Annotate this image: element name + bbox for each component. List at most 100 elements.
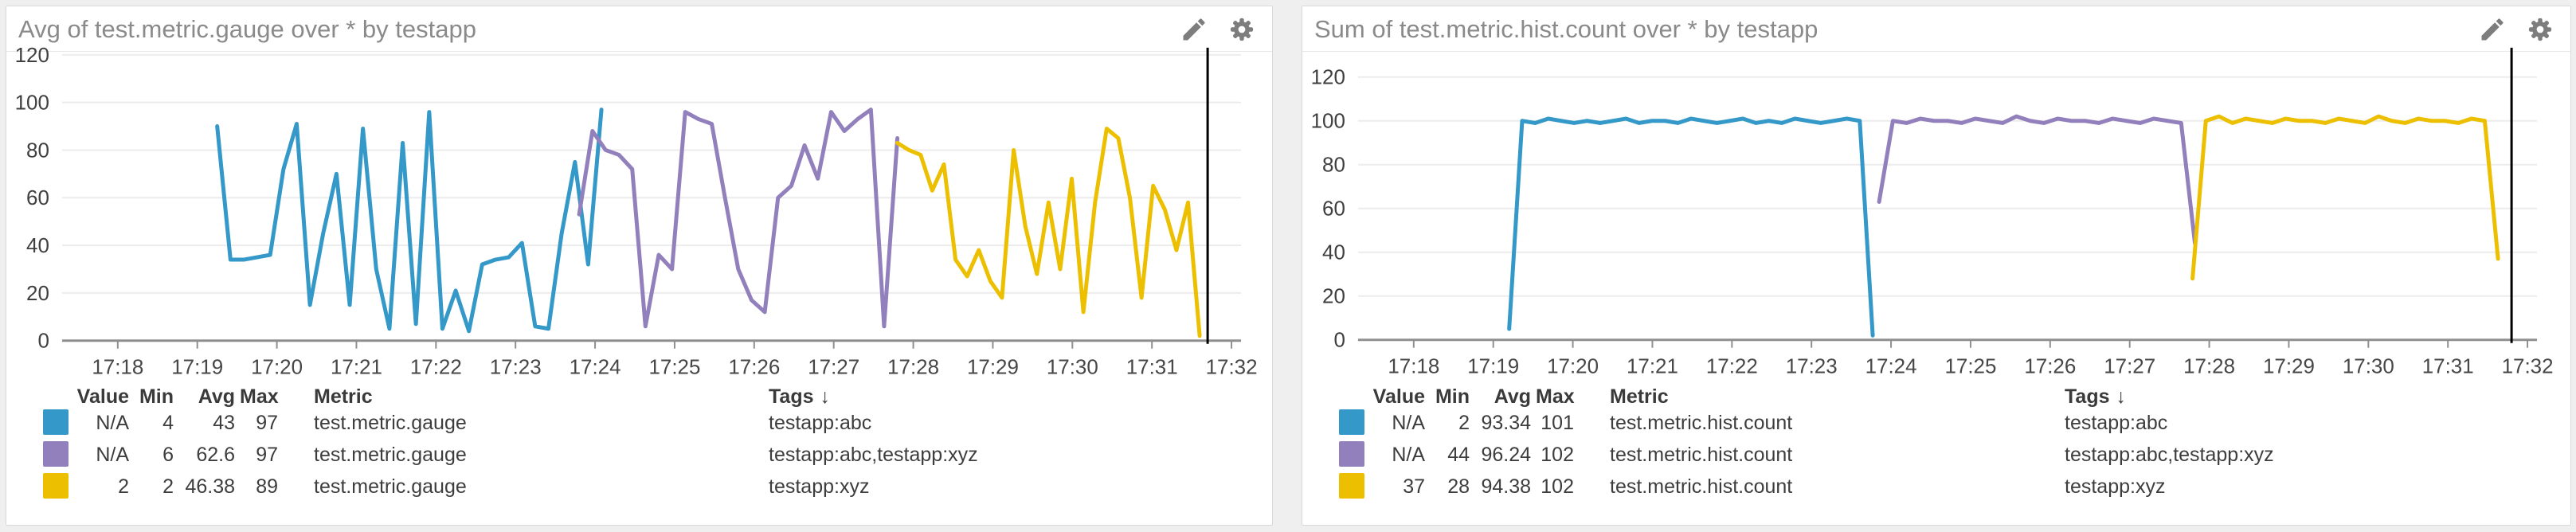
svg-text:17:26: 17:26 xyxy=(728,357,780,379)
svg-text:17:29: 17:29 xyxy=(2263,356,2315,378)
legend-cell-metric: test.metric.gauge xyxy=(314,412,467,434)
legend-header-value: Value xyxy=(76,385,129,408)
legend-cell-max: 89 xyxy=(256,475,278,498)
svg-text:17:30: 17:30 xyxy=(2343,356,2394,378)
svg-text:17:24: 17:24 xyxy=(570,357,621,379)
svg-text:17:20: 17:20 xyxy=(251,357,303,379)
legend-cell-max: 97 xyxy=(256,444,278,466)
svg-text:80: 80 xyxy=(26,139,49,162)
svg-text:20: 20 xyxy=(26,283,49,305)
edit-button[interactable] xyxy=(2478,15,2507,44)
pencil-icon xyxy=(2481,18,2504,41)
svg-text:17:28: 17:28 xyxy=(2183,356,2235,378)
series-color-swatch[interactable] xyxy=(1339,473,1364,499)
svg-text:80: 80 xyxy=(1322,155,1345,177)
svg-text:40: 40 xyxy=(26,235,49,257)
svg-text:17:22: 17:22 xyxy=(410,357,462,379)
legend-cell-min: 4 xyxy=(162,412,174,434)
svg-text:17:27: 17:27 xyxy=(2104,356,2155,378)
svg-text:120: 120 xyxy=(1311,67,1345,89)
svg-text:17:23: 17:23 xyxy=(1786,356,1838,378)
legend-header-tags-label: Tags xyxy=(2065,385,2110,408)
legend-cell-value: N/A xyxy=(96,412,129,434)
svg-text:17:23: 17:23 xyxy=(490,357,542,379)
svg-text:17:21: 17:21 xyxy=(1627,356,1678,378)
svg-text:0: 0 xyxy=(37,331,49,353)
legend-cell-min: 28 xyxy=(1447,475,1470,498)
sort-descending-icon: ↓ xyxy=(2116,385,2127,408)
legend-cell-min: 44 xyxy=(1447,444,1470,466)
svg-text:17:29: 17:29 xyxy=(967,357,1019,379)
widget-title: Sum of test.metric.hist.count over * by … xyxy=(1314,15,1818,43)
chart-widget-sum-hist-count: Sum of test.metric.hist.count over * by … xyxy=(1302,6,2571,526)
legend-cell-tags: testapp:abc,testapp:xyz xyxy=(769,444,978,466)
svg-text:17:18: 17:18 xyxy=(92,357,143,379)
legend-header-min: Min xyxy=(139,385,174,408)
svg-text:17:19: 17:19 xyxy=(171,357,223,379)
svg-text:17:19: 17:19 xyxy=(1467,356,1519,378)
legend-header-min: Min xyxy=(1435,385,1470,408)
svg-text:100: 100 xyxy=(1311,111,1345,133)
svg-text:17:25: 17:25 xyxy=(1944,356,1996,378)
settings-button[interactable] xyxy=(1227,15,1256,44)
svg-text:60: 60 xyxy=(26,187,49,209)
legend-cell-metric: test.metric.gauge xyxy=(314,444,467,466)
sort-descending-icon: ↓ xyxy=(820,385,831,408)
legend-header-avg: Avg xyxy=(1494,385,1531,408)
series-color-swatch[interactable] xyxy=(1339,409,1364,435)
legend-cell-tags: testapp:xyz xyxy=(769,475,870,498)
svg-text:17:21: 17:21 xyxy=(331,357,382,379)
legend-cell-avg: 94.38 xyxy=(1481,475,1531,498)
legend-cell-avg: 96.24 xyxy=(1481,444,1531,466)
legend-row: N/A 2 93.34 101 test.metric.hist.count t… xyxy=(1302,407,2570,439)
gear-icon xyxy=(1230,18,1254,41)
legend-row: N/A 44 96.24 102 test.metric.hist.count … xyxy=(1302,439,2570,471)
series-color-swatch[interactable] xyxy=(43,409,69,435)
svg-text:17:26: 17:26 xyxy=(2024,356,2076,378)
legend-cell-max: 102 xyxy=(1541,444,1574,466)
legend-cell-max: 101 xyxy=(1541,412,1574,434)
legend-table: Value Min Avg Max Metric Tags ↓ N/A 4 43 … xyxy=(6,381,1272,516)
svg-text:17:24: 17:24 xyxy=(1865,356,1917,378)
edit-button[interactable] xyxy=(1180,15,1208,44)
legend-cell-avg: 62.6 xyxy=(196,444,235,466)
widget-titlebar: Sum of test.metric.hist.count over * by … xyxy=(1302,6,2570,52)
legend-row: 37 28 94.38 102 test.metric.hist.count t… xyxy=(1302,471,2570,503)
legend-header-tags[interactable]: Tags ↓ xyxy=(769,385,830,408)
widget-title: Avg of test.metric.gauge over * by testa… xyxy=(18,15,476,43)
legend-cell-avg: 46.38 xyxy=(185,475,235,498)
svg-text:17:31: 17:31 xyxy=(1126,357,1178,379)
legend-cell-value: N/A xyxy=(1392,412,1425,434)
settings-button[interactable] xyxy=(2526,15,2554,44)
legend-cell-tags: testapp:abc xyxy=(769,412,872,434)
legend-header-tags[interactable]: Tags ↓ xyxy=(2065,385,2126,408)
svg-text:40: 40 xyxy=(1322,242,1345,264)
svg-text:17:22: 17:22 xyxy=(1706,356,1758,378)
legend-cell-avg: 93.34 xyxy=(1481,412,1531,434)
svg-text:0: 0 xyxy=(1333,330,1345,352)
svg-text:17:30: 17:30 xyxy=(1047,357,1098,379)
legend-table: Value Min Avg Max Metric Tags ↓ N/A 2 93.… xyxy=(1302,381,2570,516)
svg-text:17:20: 17:20 xyxy=(1547,356,1599,378)
legend-header-avg: Avg xyxy=(198,385,235,408)
svg-text:60: 60 xyxy=(1322,198,1345,221)
legend-cell-avg: 43 xyxy=(213,412,235,434)
svg-text:20: 20 xyxy=(1322,286,1345,308)
legend-cell-max: 97 xyxy=(256,412,278,434)
gear-icon xyxy=(2528,18,2552,41)
widget-titlebar: Avg of test.metric.gauge over * by testa… xyxy=(6,6,1272,52)
legend-header-value: Value xyxy=(1372,385,1425,408)
legend-cell-value: N/A xyxy=(96,444,129,466)
legend-header-max: Max xyxy=(240,385,279,408)
series-color-swatch[interactable] xyxy=(1339,441,1364,467)
legend-cell-min: 2 xyxy=(162,475,174,498)
legend-cell-value: 37 xyxy=(1403,475,1425,498)
series-color-swatch[interactable] xyxy=(43,441,69,467)
chart-widget-avg-gauge: Avg of test.metric.gauge over * by testa… xyxy=(6,6,1273,526)
legend-cell-value: 2 xyxy=(118,475,129,498)
svg-text:17:32: 17:32 xyxy=(2502,356,2554,378)
series-color-swatch[interactable] xyxy=(43,473,69,499)
legend-cell-value: N/A xyxy=(1392,444,1425,466)
legend-header-row: Value Min Avg Max Metric Tags ↓ xyxy=(6,385,1272,408)
